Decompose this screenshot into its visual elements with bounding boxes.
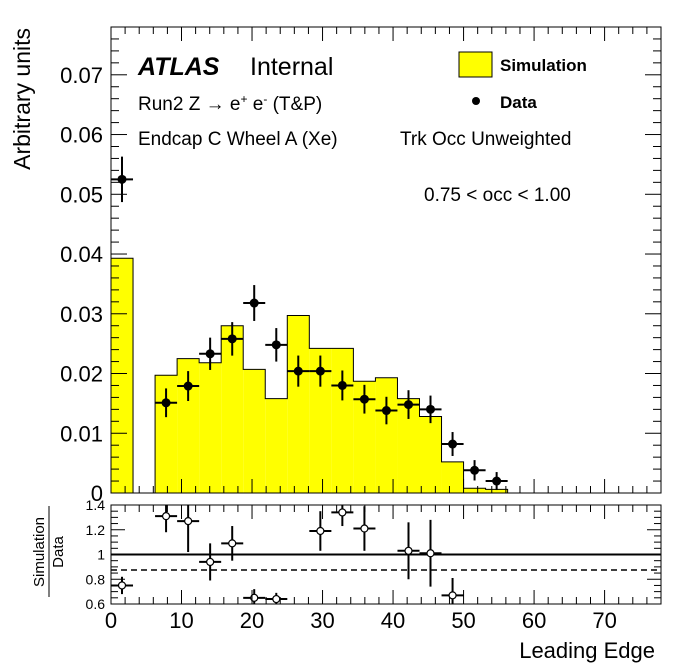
ratio-point [404, 546, 413, 555]
ratio-point [426, 549, 435, 558]
data-point [403, 400, 413, 410]
ratio-point [228, 539, 237, 548]
legend-simulation-label: Simulation [500, 56, 587, 75]
data-point [425, 404, 435, 414]
y-tick-label: 0.01 [60, 421, 103, 446]
data-point [161, 398, 171, 408]
x-tick-label: 70 [592, 608, 616, 633]
main-panel: 0 0.01 0.02 0.03 0.04 0.05 0.06 0.07 [60, 26, 662, 506]
simulation-bar [441, 461, 464, 493]
weighting-label: Trk Occ Unweighted [400, 129, 571, 150]
data-point [117, 174, 127, 184]
simulation-bar [199, 362, 222, 493]
simulation-bar [287, 315, 310, 493]
data-point [293, 366, 303, 376]
x-tick-label: 20 [240, 608, 264, 633]
simulation-bar [265, 398, 288, 493]
y-tick-label: 0 [91, 481, 103, 506]
region-label: Endcap C Wheel A (Xe) [138, 129, 338, 150]
main-frame [110, 26, 662, 494]
data-point [359, 394, 369, 404]
data-point [381, 406, 391, 416]
ratio-y-tick-label: 0.6 [86, 596, 106, 612]
data-point [337, 380, 347, 390]
data-point [448, 439, 458, 449]
simulation-bar [331, 348, 354, 493]
process-label: Run2 Z → e+ e- (T&P) [138, 87, 322, 115]
y-tick-label: 0.06 [60, 123, 103, 148]
simulation-outline [110, 257, 509, 494]
ratio-point [448, 591, 457, 600]
x-tick-label: 60 [522, 608, 546, 633]
atlas-label: ATLAS [137, 53, 220, 81]
ratio-annotations: Simulation Data Leading Edge [31, 506, 655, 663]
ratio-point [206, 557, 215, 567]
ratio-point [360, 524, 369, 533]
data-point [271, 340, 281, 350]
ratio-y-tick-label: 1.4 [86, 497, 106, 513]
y-tick-label: 0.02 [60, 362, 103, 387]
y-tick-label: 0.03 [60, 302, 103, 327]
data-point [315, 366, 325, 376]
ratio-y-tick-label: 1 [97, 547, 105, 563]
ratio-point [117, 581, 127, 590]
legend-data-marker [472, 97, 480, 105]
ratio-point [272, 594, 281, 604]
main-annotations: ATLAS Internal Run2 Z → e+ e- (T&P) Endc… [9, 28, 587, 206]
data-point [470, 465, 480, 475]
simulation-bar [375, 377, 398, 493]
ratio-point [184, 516, 193, 526]
ratio-panel: 0.6 0.8 1 1.2 1.4 0 10 20 30 40 50 60 70 [86, 497, 662, 633]
y-tick-label: 0.04 [60, 242, 103, 267]
simulation-bar [419, 416, 442, 493]
simulation-bar [111, 258, 134, 493]
x-tick-label: 10 [169, 608, 193, 633]
data-point [183, 381, 193, 391]
y-tick-label: 0.05 [60, 182, 103, 207]
simulation-bar [353, 381, 376, 493]
ratio-point [316, 526, 325, 536]
x-tick-label: 30 [310, 608, 334, 633]
simulation-bar [397, 398, 420, 493]
simulation-bar [177, 358, 200, 493]
data-point [249, 298, 259, 308]
simulation-bar [221, 325, 244, 493]
data-point [205, 349, 215, 359]
ratio-point [161, 512, 171, 521]
ratio-ylabel-numerator: Simulation [31, 517, 48, 587]
occ-range-label: 0.75 < occ < 1.00 [424, 185, 571, 206]
simulation-bar [243, 369, 266, 493]
ratio-point [338, 508, 347, 517]
simulation-bar [155, 375, 178, 493]
data-point [492, 476, 502, 486]
y-axis-label: Arbitrary units [9, 28, 35, 170]
y-tick-label: 0.07 [60, 63, 103, 88]
ratio-y-tick-label: 0.8 [86, 571, 106, 587]
ratio-ylabel-denominator: Data [50, 536, 67, 568]
x-tick-label: 50 [451, 608, 475, 633]
legend-data-label: Data [500, 93, 537, 112]
ratio-y-tick-label: 1.2 [86, 522, 106, 538]
simulation-bar [463, 488, 486, 493]
simulation-bar [309, 348, 332, 493]
data-point [227, 334, 237, 344]
x-tick-label: 40 [381, 608, 405, 633]
internal-label: Internal [250, 53, 333, 81]
legend-simulation-swatch [458, 51, 493, 78]
x-axis-label: Leading Edge [519, 638, 655, 663]
simulation-bar [485, 489, 508, 493]
x-tick-label: 0 [105, 608, 117, 633]
